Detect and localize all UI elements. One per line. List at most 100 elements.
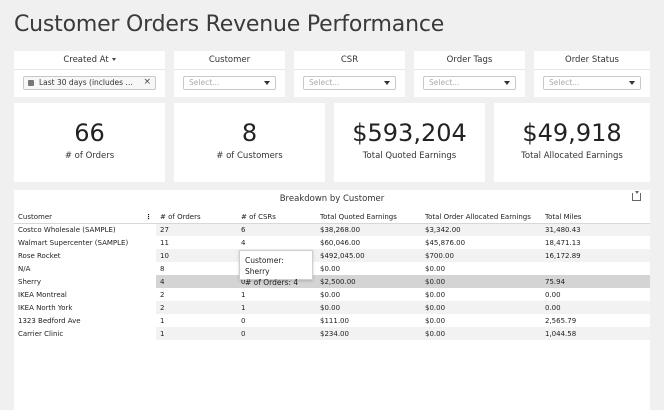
cell-orders: 1 <box>156 327 237 340</box>
cell-csrs: 4 <box>241 238 246 247</box>
cell-quoted: $2,500.00 <box>316 275 421 288</box>
table-row[interactable]: Rose Rocket 10 $492,045.00 $700.00 16,17… <box>14 249 650 262</box>
cell-quoted: $234.00 <box>316 327 421 340</box>
cell-quoted: $0.00 <box>320 290 341 299</box>
cell-orders: 1 <box>160 316 165 325</box>
customer-filter-label: Customer <box>208 55 251 65</box>
cell-orders: 4 <box>156 275 237 288</box>
kpi-value: $593,204 <box>352 119 467 147</box>
kpi-orders: 66 # of Orders <box>14 103 165 182</box>
table-row-highlighted[interactable]: Sherry 4 0 $2,500.00 $0.00 75.94 <box>14 275 650 288</box>
cell-orders: 2 <box>156 301 237 314</box>
kpi-quoted-earnings: $593,204 Total Quoted Earnings <box>334 103 485 182</box>
chart-tooltip: Customer: Sherry # of Orders: 4 <box>239 250 313 287</box>
cell-csrs: 0 <box>241 316 246 325</box>
close-icon[interactable]: × <box>143 77 151 87</box>
table-row[interactable]: IKEA Montreal 2 1 $0.00 $0.00 0.00 <box>14 288 650 301</box>
created-at-label[interactable]: Created At <box>14 55 165 65</box>
chevron-down-icon <box>111 58 116 61</box>
order-tags-select[interactable]: Select... <box>423 76 516 90</box>
cell-customer: N/A <box>14 262 156 275</box>
calendar-icon <box>28 80 34 86</box>
cell-miles: 2,565.79 <box>545 316 577 325</box>
cell-customer: 1323 Bedford Ave <box>14 314 156 327</box>
cell-quoted: $492,045.00 <box>316 249 421 262</box>
table-row[interactable]: Costco Wholesale (SAMPLE) 27 6 $38,268.0… <box>14 223 650 236</box>
cell-orders: 2 <box>160 290 165 299</box>
filter-order-status: Order Status Select... <box>534 51 650 97</box>
cell-csrs: 1 <box>237 301 316 314</box>
column-header-quoted[interactable]: Total Quoted Earnings <box>316 211 421 224</box>
caret-down-icon <box>504 81 510 85</box>
cell-allocated: $3,342.00 <box>421 223 541 236</box>
customer-select[interactable]: Select... <box>183 76 276 90</box>
cell-allocated: $0.00 <box>421 275 541 288</box>
order-tags-filter-label: Order Tags <box>446 55 493 65</box>
cell-allocated: $0.00 <box>421 301 541 314</box>
cell-csrs: 1 <box>241 290 246 299</box>
cell-customer: Sherry <box>14 275 156 288</box>
cell-orders: 27 <box>156 223 237 236</box>
kpi-value: 66 <box>74 119 105 147</box>
kpi-label: # of Orders <box>64 151 115 161</box>
caret-down-icon <box>629 81 635 85</box>
customer-select-placeholder: Select... <box>189 78 220 87</box>
order-status-select-placeholder: Select... <box>549 78 580 87</box>
column-header-miles[interactable]: Total Miles <box>541 211 650 224</box>
table-row[interactable]: 1323 Bedford Ave 1 0 $111.00 $0.00 2,565… <box>14 314 650 327</box>
tooltip-customer: Customer: Sherry <box>245 256 284 276</box>
caret-down-icon <box>384 81 390 85</box>
cell-quoted: $111.00 <box>320 316 349 325</box>
table-row[interactable]: Carrier Clinic 1 0 $234.00 $0.00 1,044.5… <box>14 327 650 340</box>
date-range-pill[interactable]: Last 30 days (includes tod... × <box>23 76 156 90</box>
cell-orders: 8 <box>160 264 165 273</box>
kpi-allocated-earnings: $49,918 Total Allocated Earnings <box>494 103 650 182</box>
cell-allocated: $0.00 <box>421 327 541 340</box>
cell-miles <box>541 262 650 275</box>
column-header-csrs[interactable]: # of CSRs <box>237 211 316 224</box>
cell-miles: 1,044.58 <box>541 327 650 340</box>
cell-customer: IKEA Montreal <box>14 288 156 301</box>
cell-miles: 75.94 <box>541 275 650 288</box>
column-header-orders[interactable]: # of Orders <box>156 211 237 224</box>
cell-customer: IKEA North York <box>14 301 156 314</box>
download-icon[interactable] <box>632 191 641 201</box>
table-row[interactable]: Walmart Supercenter (SAMPLE) 11 4 $60,04… <box>14 236 650 249</box>
filter-customer: Customer Select... <box>174 51 285 97</box>
cell-allocated: $700.00 <box>421 249 541 262</box>
filter-order-tags: Order Tags Select... <box>414 51 525 97</box>
csr-filter-label: CSR <box>340 55 359 65</box>
cell-quoted: $0.00 <box>320 264 341 273</box>
table-row[interactable]: N/A 8 $0.00 $0.00 <box>14 262 650 275</box>
cell-miles: 0.00 <box>541 301 650 314</box>
column-header-allocated[interactable]: Total Order Allocated Earnings <box>421 211 541 224</box>
table-row[interactable]: IKEA North York 2 1 $0.00 $0.00 0.00 <box>14 301 650 314</box>
breakdown-table: Customer ⋮ # of Orders # of CSRs Total Qu… <box>14 211 650 340</box>
cell-quoted: $0.00 <box>316 301 421 314</box>
breakdown-title: Breakdown by Customer <box>279 194 385 204</box>
order-status-select[interactable]: Select... <box>543 76 641 90</box>
cell-csrs: 6 <box>237 223 316 236</box>
kpi-customers: 8 # of Customers <box>174 103 325 182</box>
cell-customer: Walmart Supercenter (SAMPLE) <box>14 236 156 249</box>
breakdown-card: Breakdown by Customer Customer ⋮ # of Ord… <box>14 190 650 410</box>
filter-created-at[interactable]: Created At Last 30 days (includes tod...… <box>14 51 165 97</box>
csr-select[interactable]: Select... <box>303 76 396 90</box>
kpi-label: Total Quoted Earnings <box>362 151 457 161</box>
csr-select-placeholder: Select... <box>309 78 340 87</box>
cell-allocated: $45,876.00 <box>425 238 466 247</box>
cell-customer: Carrier Clinic <box>14 327 156 340</box>
cell-allocated: $0.00 <box>425 316 446 325</box>
cell-allocated: $0.00 <box>425 290 446 299</box>
cell-miles: 31,480.43 <box>541 223 650 236</box>
cell-miles: 0.00 <box>545 290 561 299</box>
column-header-customer[interactable]: Customer ⋮ <box>14 211 156 224</box>
cell-miles: 18,471.13 <box>545 238 581 247</box>
more-vert-icon[interactable]: ⋮ <box>145 212 152 221</box>
page-title: Customer Orders Revenue Performance <box>14 12 445 37</box>
tooltip-orders: # of Orders: 4 <box>245 278 299 287</box>
cell-quoted: $38,268.00 <box>316 223 421 236</box>
cell-csrs: 0 <box>237 327 316 340</box>
kpi-value: $49,918 <box>522 119 622 147</box>
filter-bar: Created At Last 30 days (includes tod...… <box>14 51 650 97</box>
